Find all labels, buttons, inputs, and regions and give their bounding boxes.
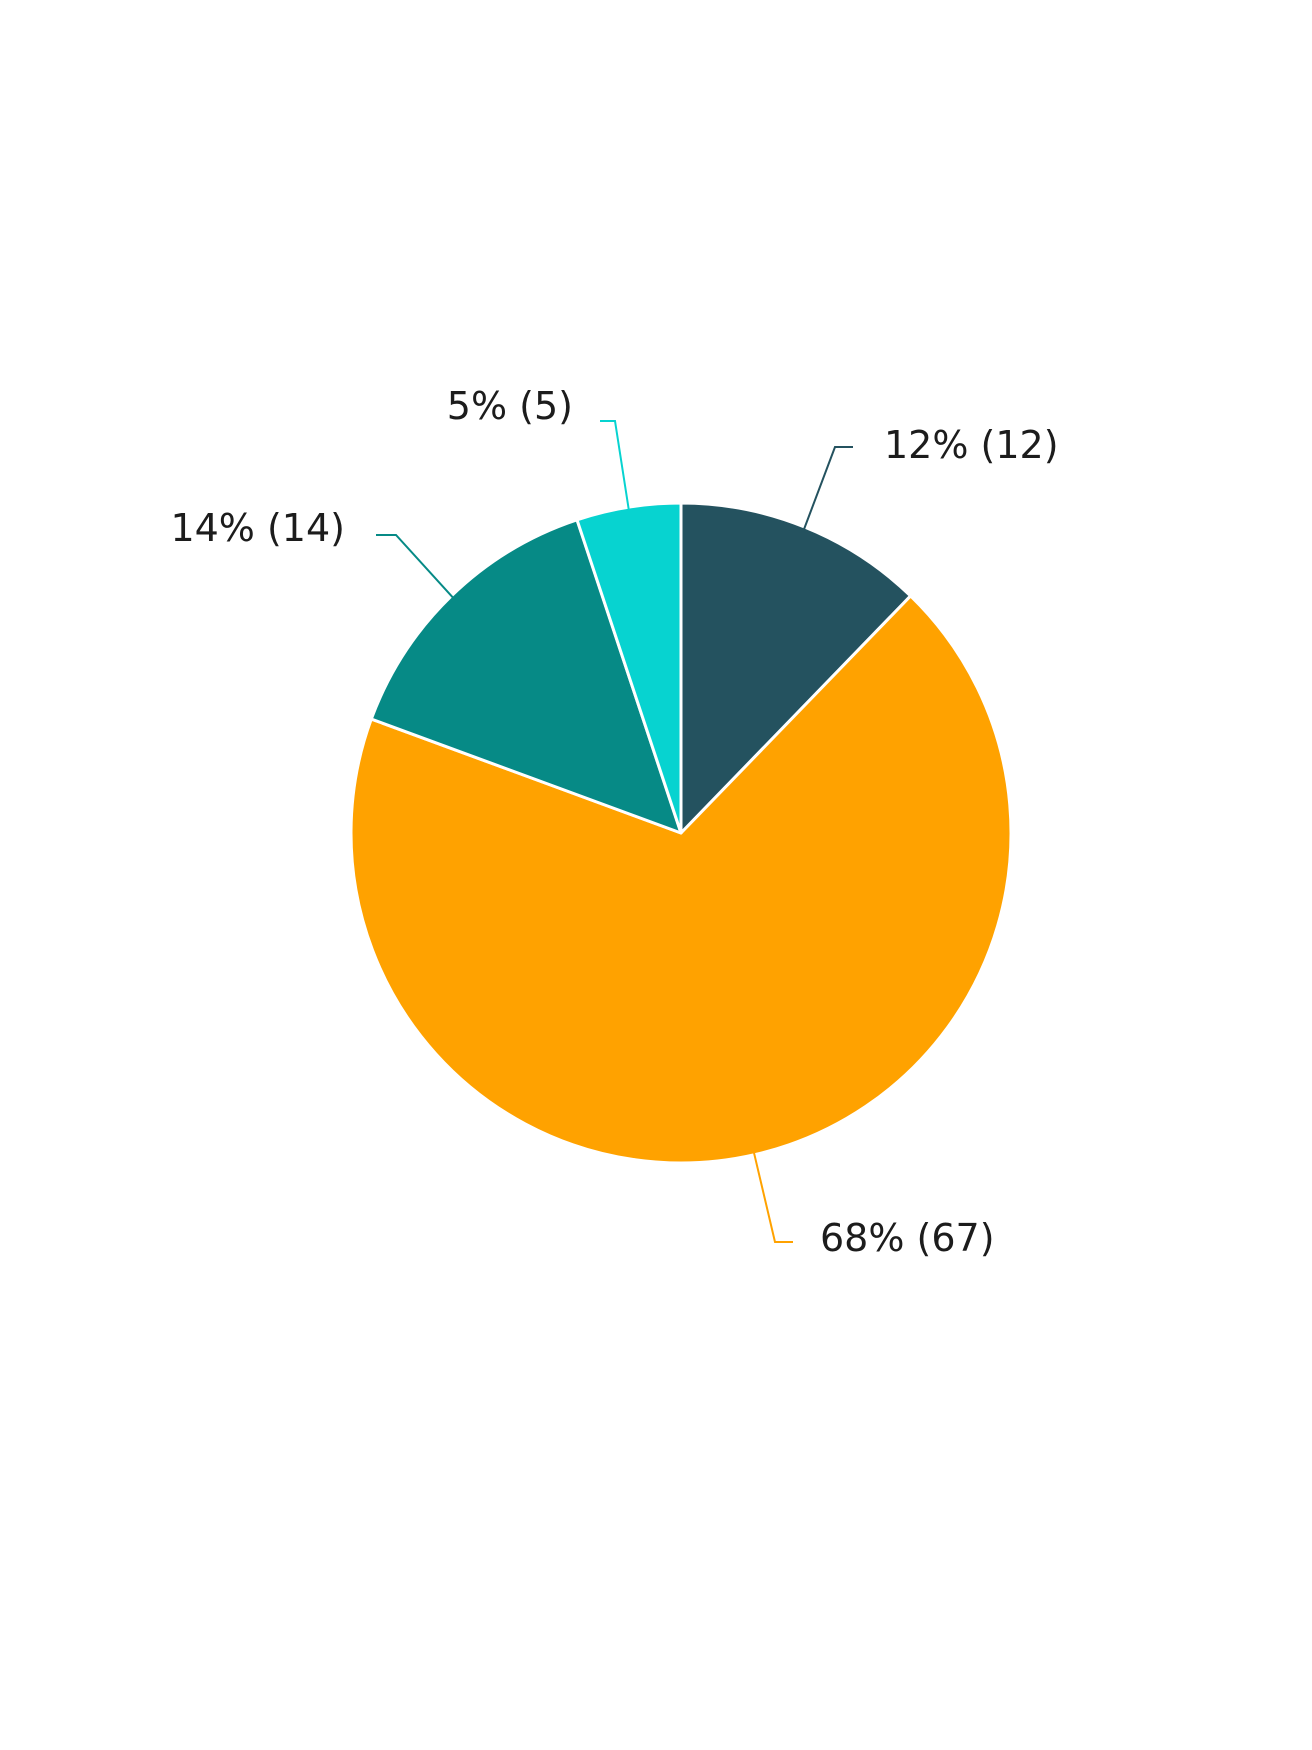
data-label-count-0: (12) bbox=[968, 423, 1058, 467]
data-label-percent-1: 68% bbox=[820, 1216, 904, 1260]
data-label-0: 12% (12) bbox=[884, 423, 1059, 467]
data-label-count-2: (14) bbox=[255, 506, 345, 550]
leader-line-3 bbox=[600, 420, 630, 510]
data-labels: 12% (12) 68% (67) 14% (14) 5% (5) bbox=[170, 384, 1058, 1260]
data-label-count-3: (5) bbox=[507, 384, 573, 428]
leader-lines bbox=[376, 420, 853, 1243]
leader-line-1 bbox=[753, 1152, 793, 1243]
leader-line-2 bbox=[376, 534, 454, 599]
data-label-percent-0: 12% bbox=[884, 423, 968, 467]
data-label-count-1: (67) bbox=[904, 1216, 994, 1260]
data-label-percent-3: 5% bbox=[447, 384, 507, 428]
leader-line-0 bbox=[803, 446, 853, 530]
data-label-2: 14% (14) bbox=[170, 506, 345, 550]
pie-slices bbox=[349, 501, 1013, 1165]
data-label-1: 68% (67) bbox=[820, 1216, 995, 1260]
data-label-3: 5% (5) bbox=[447, 384, 573, 428]
data-label-percent-2: 14% bbox=[170, 506, 254, 550]
